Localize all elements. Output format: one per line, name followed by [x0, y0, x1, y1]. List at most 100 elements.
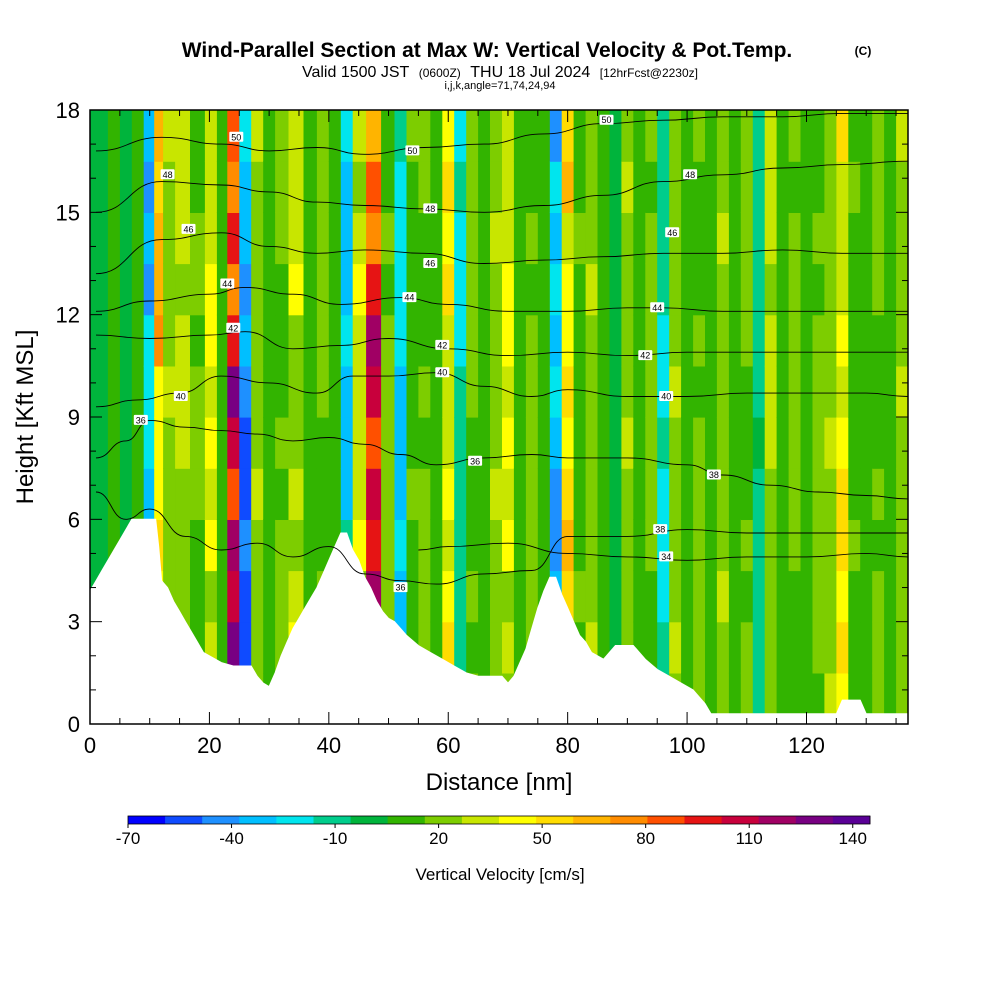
velocity-cell [788, 468, 802, 520]
velocity-cell [824, 621, 837, 674]
velocity-cell [693, 314, 706, 367]
velocity-cell [263, 621, 276, 674]
velocity-cell [143, 161, 155, 213]
velocity-cell [609, 468, 622, 520]
contour-label-bg [402, 292, 417, 303]
velocity-cell [154, 314, 164, 367]
velocity-cell [525, 212, 539, 265]
velocity-cell [657, 314, 670, 367]
velocity-cell [340, 417, 354, 469]
contour-label-bg [181, 223, 196, 234]
velocity-cell [204, 212, 218, 265]
velocity-cell [872, 161, 885, 213]
velocity-cell [352, 161, 367, 213]
velocity-cell [406, 212, 419, 265]
colorbar-swatch [758, 816, 797, 824]
velocity-cell [490, 110, 503, 162]
y-tick-label: 6 [68, 507, 80, 532]
velocity-cell [657, 621, 670, 674]
velocity-cell [430, 519, 443, 572]
velocity-cell [442, 212, 455, 265]
velocity-cell [513, 468, 527, 520]
colorbar-swatch [424, 816, 463, 824]
velocity-cell [502, 263, 515, 316]
velocity-cell [107, 212, 121, 265]
velocity-cell [490, 365, 503, 418]
x-tick-label: 100 [669, 733, 706, 758]
velocity-cell [740, 365, 754, 418]
velocity-cell [239, 519, 252, 572]
velocity-cell [896, 263, 908, 316]
velocity-cell [119, 314, 133, 367]
chart-title: Wind-Parallel Section at Max W: Vertical… [182, 39, 793, 62]
velocity-cell [824, 110, 837, 162]
velocity-cell [621, 365, 634, 418]
velocity-cell [303, 110, 318, 162]
velocity-cell [609, 365, 622, 418]
contour-label-bg [393, 582, 408, 593]
velocity-cell [394, 365, 407, 418]
velocity-cell [669, 621, 682, 674]
velocity-cell [288, 110, 304, 162]
velocity-cell [776, 365, 790, 418]
velocity-cell [776, 212, 790, 265]
velocity-cell [107, 417, 121, 469]
velocity-cell [418, 365, 431, 418]
velocity-cell [693, 110, 706, 162]
velocity-cell [681, 314, 694, 367]
velocity-cell [352, 212, 367, 265]
velocity-cell [788, 161, 802, 213]
velocity-cell [394, 161, 407, 213]
velocity-cell [154, 417, 164, 469]
velocity-cell [633, 161, 646, 213]
velocity-cell [597, 570, 610, 623]
velocity-cell [366, 519, 382, 572]
velocity-cell [430, 417, 443, 469]
velocity-cell [657, 110, 670, 162]
velocity-cell [573, 365, 587, 418]
velocity-cell [764, 672, 778, 724]
velocity-cell [716, 621, 730, 674]
velocity-cell [366, 263, 382, 316]
velocity-cell [848, 519, 861, 572]
velocity-cell [836, 161, 849, 213]
colorbar-swatch [239, 816, 277, 824]
contour-label: 36 [468, 455, 483, 466]
velocity-cell [537, 161, 551, 213]
contour-label: 42 [226, 322, 241, 333]
velocity-cell [740, 570, 754, 623]
colorbar-swatch [128, 816, 166, 824]
contour-label-text: 42 [228, 323, 238, 333]
velocity-cell [776, 570, 790, 623]
velocity-cell [227, 161, 240, 213]
velocity-cell [585, 161, 599, 213]
velocity-cell [430, 570, 443, 623]
contour-label-text: 40 [176, 392, 186, 402]
velocity-cell [303, 314, 318, 367]
velocity-cell [227, 365, 240, 418]
velocity-cell [812, 212, 825, 265]
velocity-cell [239, 161, 252, 213]
velocity-cell [513, 161, 527, 213]
velocity-cell [896, 468, 908, 520]
velocity-cell [693, 468, 706, 520]
velocity-cell [800, 417, 813, 469]
velocity-cell [872, 621, 885, 674]
valid-date: THU 18 Jul 2024 [470, 64, 590, 81]
velocity-cell [752, 519, 766, 572]
velocity-cell [525, 110, 539, 162]
velocity-cell [275, 314, 290, 367]
velocity-cell [800, 621, 813, 674]
velocity-cell [884, 161, 897, 213]
velocity-cell [836, 417, 849, 469]
velocity-cell [381, 519, 396, 572]
contour-label: 34 [659, 551, 674, 562]
velocity-cell [585, 570, 599, 623]
x-tick-label: 0 [84, 733, 96, 758]
velocity-cell [764, 212, 778, 265]
velocity-cell [107, 468, 121, 520]
velocity-cell [669, 519, 682, 572]
velocity-cell [143, 468, 155, 520]
velocity-cell [705, 161, 718, 213]
